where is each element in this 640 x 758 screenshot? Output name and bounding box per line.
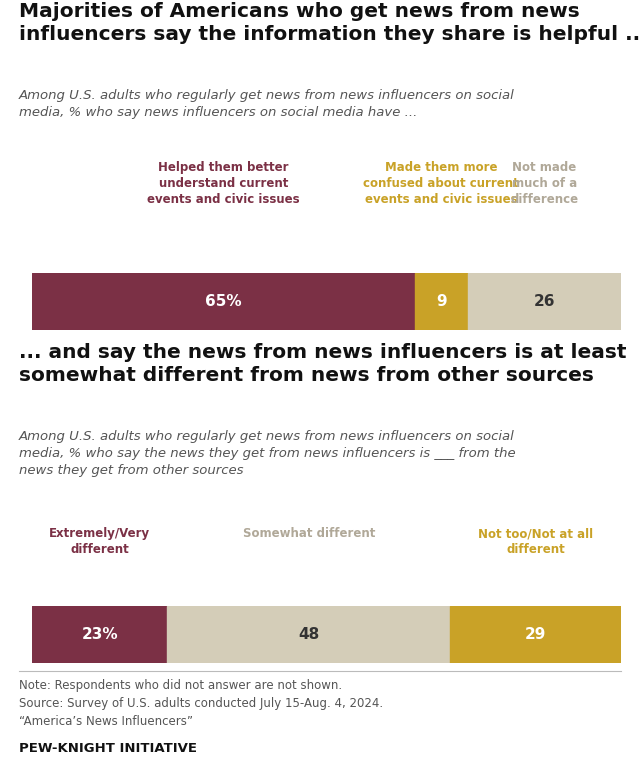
Text: 65%: 65% [205, 294, 242, 309]
Text: Made them more
confused about current
events and civic issues: Made them more confused about current ev… [364, 161, 519, 206]
Bar [415, 273, 468, 330]
Bar [168, 606, 450, 663]
Text: 29: 29 [525, 628, 546, 642]
Text: Majorities of Americans who get news from news
influencers say the information t: Majorities of Americans who get news fro… [19, 2, 640, 44]
Text: Helped them better
understand current
events and civic issues: Helped them better understand current ev… [147, 161, 300, 206]
Text: Extremely/Very
different: Extremely/Very different [49, 528, 150, 556]
Text: Not made
much of a
difference: Not made much of a difference [510, 161, 579, 206]
Text: 9: 9 [436, 294, 447, 309]
Text: 48: 48 [298, 628, 319, 642]
Text: Note: Respondents who did not answer are not shown.: Note: Respondents who did not answer are… [19, 679, 342, 692]
Bar [450, 606, 621, 663]
Text: 26: 26 [534, 294, 555, 309]
Text: 23%: 23% [81, 628, 118, 642]
Text: Among U.S. adults who regularly get news from news influencers on social
media, : Among U.S. adults who regularly get news… [19, 431, 516, 478]
Bar [32, 273, 415, 330]
Text: PEW-KNIGHT INITIATIVE: PEW-KNIGHT INITIATIVE [19, 742, 197, 755]
Text: Among U.S. adults who regularly get news from news influencers on social
media, : Among U.S. adults who regularly get news… [19, 89, 515, 118]
Text: Somewhat different: Somewhat different [243, 528, 375, 540]
Bar [468, 273, 621, 330]
Text: “America’s News Influencers”: “America’s News Influencers” [19, 715, 193, 728]
Text: ... and say the news from news influencers is at least
somewhat different from n: ... and say the news from news influence… [19, 343, 627, 385]
Bar [32, 606, 168, 663]
Text: Not too/Not at all
different: Not too/Not at all different [478, 528, 593, 556]
Text: Source: Survey of U.S. adults conducted July 15-Aug. 4, 2024.: Source: Survey of U.S. adults conducted … [19, 697, 383, 710]
